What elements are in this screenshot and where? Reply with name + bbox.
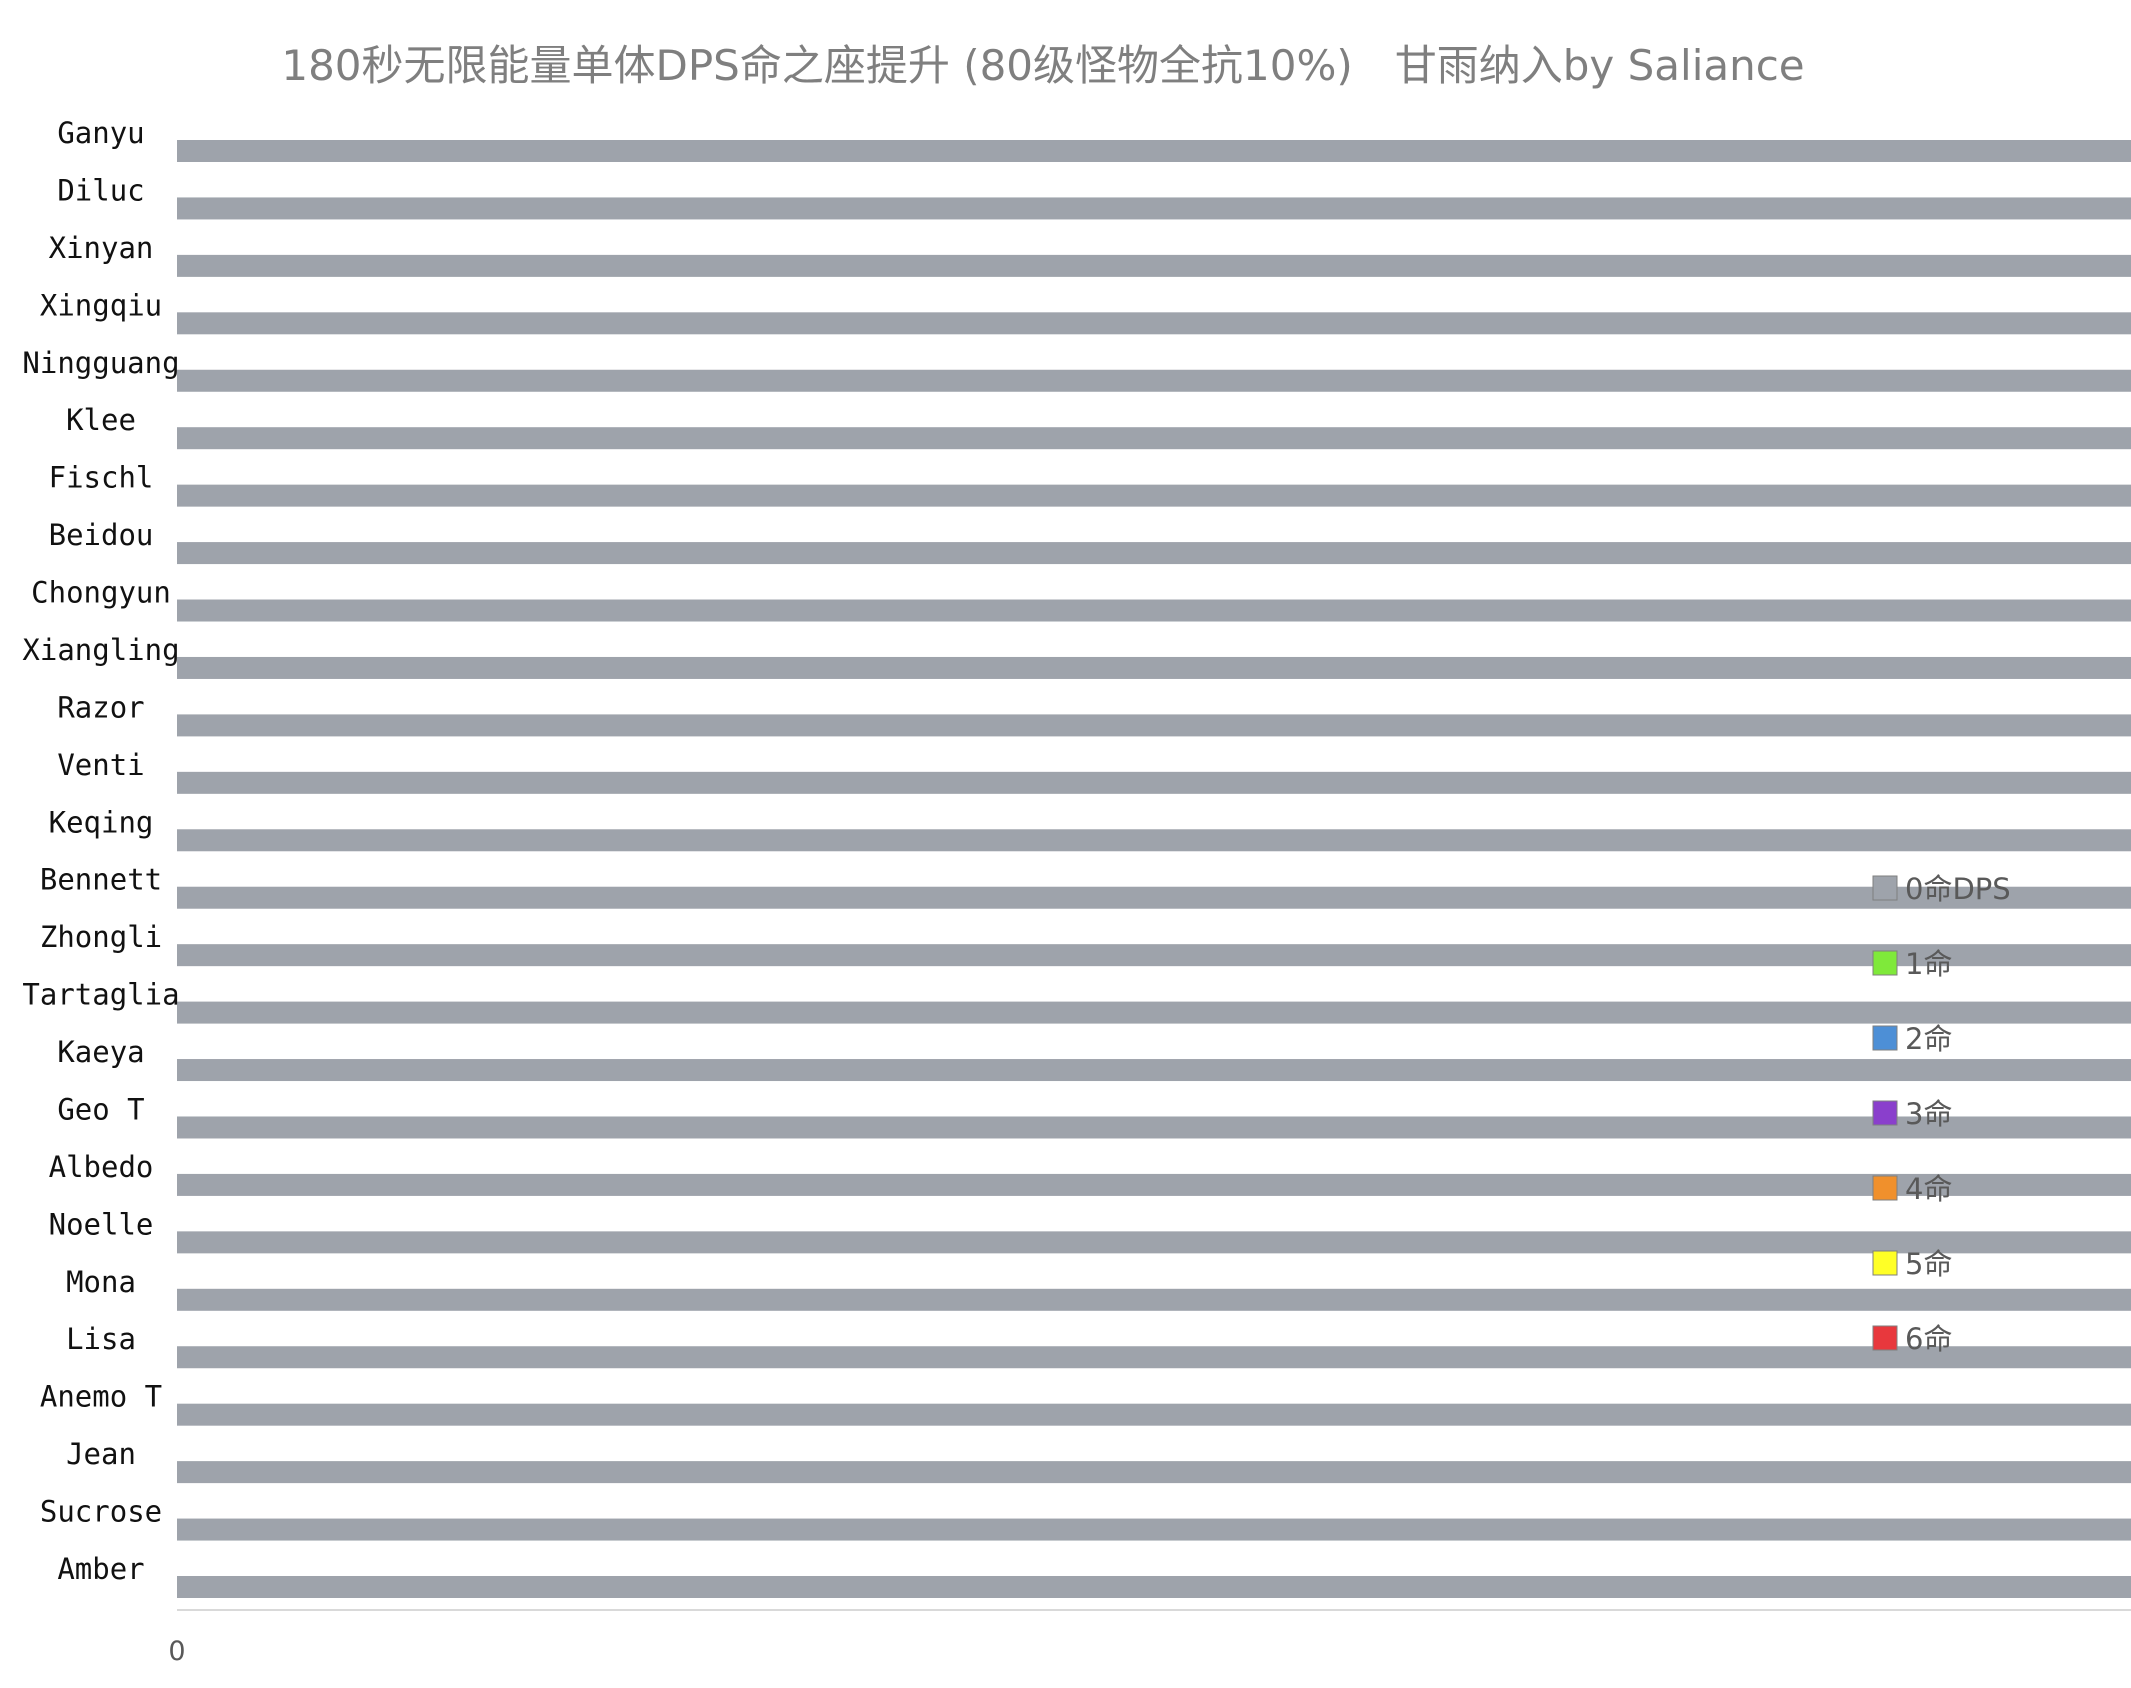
bar-segment xyxy=(177,542,2131,565)
bar-segment xyxy=(177,312,2131,335)
bar-segment xyxy=(177,1518,2131,1541)
bar-segment xyxy=(177,1403,2131,1426)
bar-segment xyxy=(177,197,2131,220)
legend-label: 6命 xyxy=(1905,1322,1952,1356)
category-label: Sucrose xyxy=(40,1495,162,1529)
bar-segment xyxy=(177,944,2131,967)
bar-segment xyxy=(177,656,2131,679)
bar-segment xyxy=(177,599,2131,622)
bar-segment xyxy=(177,1173,2131,1196)
category-label: Chongyun xyxy=(31,576,171,610)
bar-segment xyxy=(177,484,2131,507)
bar-segment xyxy=(177,140,2131,162)
bars xyxy=(177,140,2131,1598)
bar-segment xyxy=(177,1288,2131,1311)
category-label: Fischl xyxy=(49,461,154,495)
category-label: Venti xyxy=(57,748,144,782)
bar-segment xyxy=(177,1231,2131,1254)
category-label: Ganyu xyxy=(57,116,144,150)
category-label: Diluc xyxy=(57,173,144,207)
bar-segment xyxy=(177,1001,2131,1024)
bar-segment xyxy=(177,254,2131,277)
legend-swatch xyxy=(1872,1025,1898,1051)
legend-item: 0命DPS xyxy=(1872,872,2011,906)
legend-label: 2命 xyxy=(1905,1022,1952,1056)
legend-item: 6命 xyxy=(1872,1322,1952,1356)
bar-segment xyxy=(177,829,2131,852)
category-label: Bennett xyxy=(40,863,162,897)
bar-segment xyxy=(177,427,2131,450)
category-label: Kaeya xyxy=(57,1035,144,1069)
bar-segment xyxy=(177,1461,2131,1484)
legend-label: 0命DPS xyxy=(1905,872,2011,906)
legend-item: 4命 xyxy=(1872,1172,1952,1206)
legend-item: 5命 xyxy=(1872,1247,1952,1281)
category-label: Noelle xyxy=(49,1207,154,1241)
category-label: Xingqiu xyxy=(40,288,162,322)
legend-label: 3命 xyxy=(1905,1097,1952,1131)
legend-swatch xyxy=(1872,1250,1898,1276)
category-label: Zhongli xyxy=(40,920,162,954)
x-tick-label: 0 xyxy=(168,1636,185,1667)
legend-item: 2命 xyxy=(1872,1022,1952,1056)
category-label: Xiangling xyxy=(22,633,179,667)
category-label: Keqing xyxy=(49,805,154,839)
category-labels: Ganyu Diluc Xinyan Xingqiu Ningguang Klee Fisc… xyxy=(22,116,179,1586)
category-label: Ningguang xyxy=(22,346,179,380)
category-label: Jean xyxy=(66,1437,136,1471)
legend: 0命DPS 1命 2命 3命 4命 5命 6命 xyxy=(1872,872,2011,1356)
legend-label: 5命 xyxy=(1905,1247,1952,1281)
bar-segment xyxy=(177,886,2131,909)
bar-segment xyxy=(177,1059,2131,1082)
legend-swatch xyxy=(1872,950,1898,976)
legend-label: 1命 xyxy=(1905,947,1952,981)
bar-segment xyxy=(177,1346,2131,1369)
legend-item: 1命 xyxy=(1872,947,1952,981)
category-label: Razor xyxy=(57,690,144,724)
bar-segment xyxy=(177,1116,2131,1139)
category-label: Beidou xyxy=(49,518,154,552)
legend-item: 3命 xyxy=(1872,1097,1952,1131)
legend-swatch xyxy=(1872,1325,1898,1351)
legend-label: 4命 xyxy=(1905,1172,1952,1206)
category-label: Mona xyxy=(66,1265,136,1299)
bar-segment xyxy=(177,369,2131,392)
legend-swatch xyxy=(1872,875,1898,901)
category-label: Xinyan xyxy=(49,231,154,265)
bar-segment xyxy=(177,1576,2131,1598)
category-label: Tartaglia xyxy=(22,978,179,1012)
category-label: Klee xyxy=(66,403,136,437)
legend-swatch xyxy=(1872,1100,1898,1126)
chart-title: 180秒无限能量单体DPS命之座提升 (80级怪物全抗10%) 甘雨纳入by S… xyxy=(281,41,1804,90)
category-label: Anemo T xyxy=(40,1380,162,1414)
x-tick-labels: 0200040006000800010000120001400016000180… xyxy=(168,1636,185,1667)
bar-segment xyxy=(177,714,2131,737)
category-label: Geo T xyxy=(57,1092,144,1126)
bar-segment xyxy=(177,771,2131,794)
category-label: Albedo xyxy=(49,1150,154,1184)
legend-swatch xyxy=(1872,1175,1898,1201)
category-label: Lisa xyxy=(66,1322,136,1356)
category-label: Amber xyxy=(57,1552,144,1586)
